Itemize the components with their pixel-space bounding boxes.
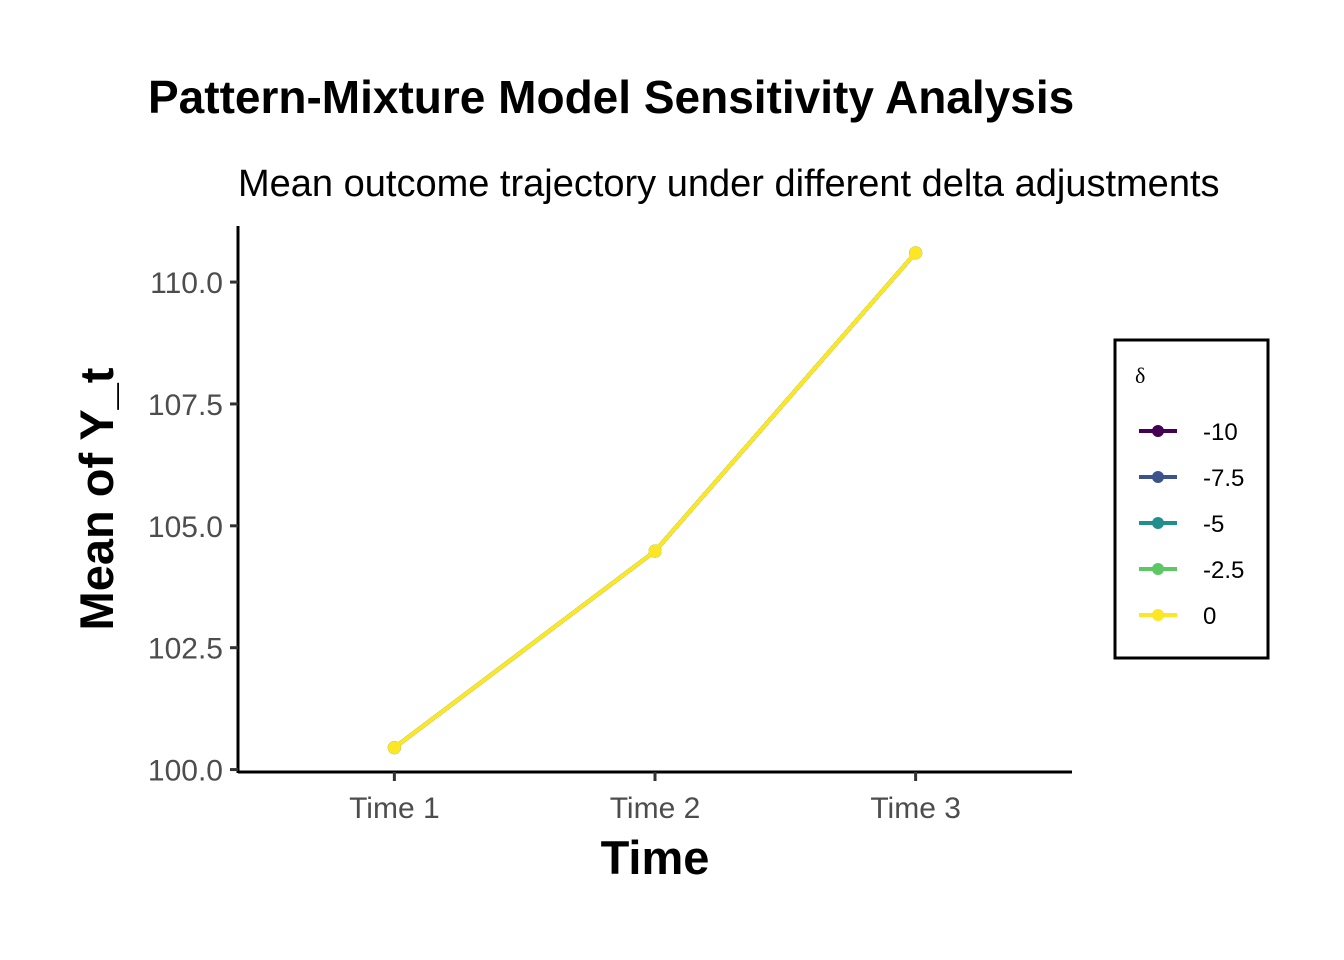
series-line (394, 253, 915, 748)
series-0 (388, 246, 922, 754)
series--5 (388, 246, 922, 754)
chart-title: Pattern-Mixture Model Sensitivity Analys… (148, 71, 1074, 123)
legend-label: -7.5 (1203, 465, 1244, 492)
y-tick-label: 100.0 (148, 755, 223, 788)
legend-label: -10 (1203, 419, 1238, 446)
chart-subtitle: Mean outcome trajectory under different … (238, 163, 1220, 205)
series--2.5 (388, 246, 922, 754)
legend-key-point (1152, 517, 1164, 529)
plot-area (388, 246, 922, 754)
x-axis-title: Time (601, 831, 710, 884)
x-tick-label: Time 3 (870, 792, 961, 825)
y-tick-label: 110.0 (150, 267, 223, 300)
series--7.5 (388, 246, 922, 754)
legend-key-point (1152, 471, 1164, 483)
x-axis-ticks: Time 1 Time 2 Time 3 (349, 772, 961, 825)
x-tick-label: Time 1 (349, 792, 440, 825)
data-point (388, 741, 401, 754)
x-tick-label: Time 2 (610, 792, 701, 825)
y-tick-label: 105.0 (148, 511, 223, 544)
legend-title: δ (1135, 363, 1145, 388)
data-point (909, 246, 922, 259)
legend-key-point (1152, 563, 1164, 575)
data-point (649, 545, 662, 558)
series-line (394, 253, 915, 748)
legend-label: -2.5 (1203, 557, 1244, 584)
series-line (394, 253, 915, 748)
series-line (394, 253, 915, 748)
legend-key-point (1152, 425, 1164, 437)
y-tick-label: 107.5 (148, 389, 223, 422)
y-axis-ticks: 100.0 102.5 105.0 107.5 110.0 (148, 267, 238, 788)
legend-label: -5 (1203, 511, 1224, 538)
legend: δ -10 -7.5 -5 -2.5 0 (1115, 340, 1268, 658)
series-line (394, 253, 915, 748)
legend-key-point (1152, 609, 1164, 621)
series--10 (388, 246, 922, 754)
y-axis-title: Mean of Y_t (70, 367, 123, 630)
y-tick-label: 102.5 (148, 633, 223, 666)
legend-label: 0 (1203, 603, 1216, 630)
